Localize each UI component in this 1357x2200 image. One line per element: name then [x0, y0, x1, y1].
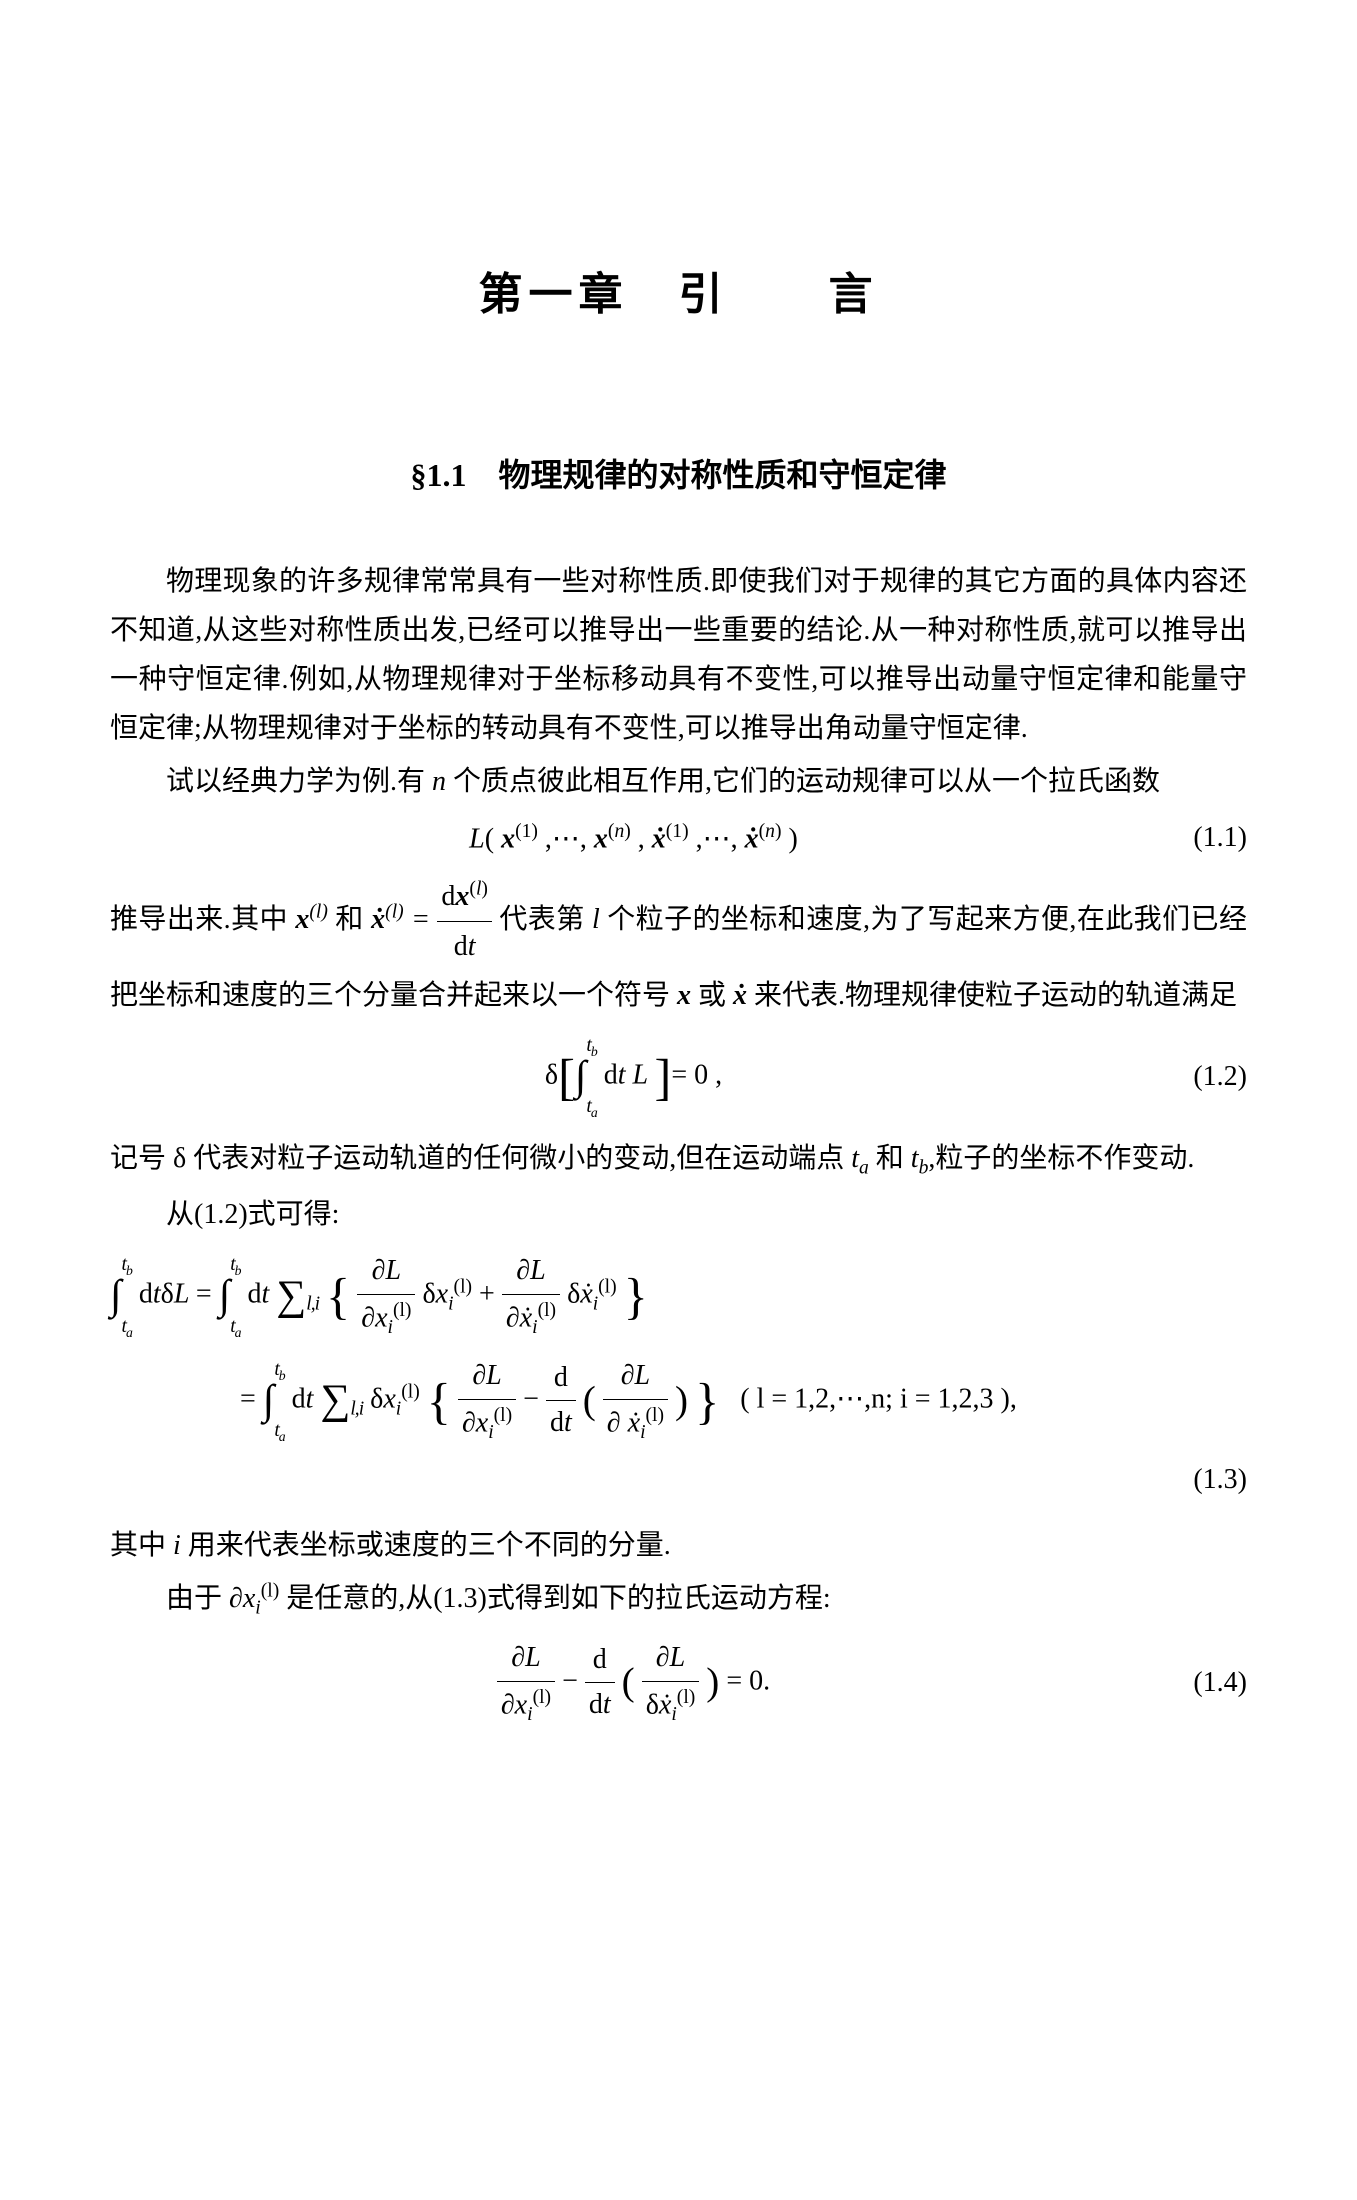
- text: 其中: [110, 1530, 173, 1561]
- math-frac: dx(l)dt: [437, 872, 492, 971]
- text: 和: [869, 1143, 911, 1174]
- equation-4: ∂L∂xi(l) − ddt ( ∂Lδẋi(l) ) = 0. (1.4): [110, 1636, 1247, 1730]
- equation-3: ∫tbta dtδL = ∫tbta dt ∑l,i { ∂L∂xi(l) δx…: [110, 1249, 1247, 1503]
- equation-2: δ[∫tbta dt L ]= 0 , (1.2): [110, 1030, 1247, 1125]
- text: 记号 δ 代表对粒子运动轨道的任何微小的变动,但在运动端点: [110, 1143, 851, 1174]
- text: 推导出来.其中: [110, 904, 295, 935]
- math-inline: x: [295, 904, 309, 935]
- text: 是任意的,从(1.3)式得到如下的拉氏运动方程:: [279, 1583, 830, 1614]
- paragraph-3: 推导出来.其中 x(l) 和 ẋ(l) = dx(l)dt 代表第 l 个粒子的…: [110, 872, 1247, 1020]
- text: 个质点彼此相互作用,它们的运动规律可以从一个拉氏函数: [446, 766, 1160, 797]
- equation-2-number: (1.2): [1157, 1055, 1247, 1100]
- math-inline: ∂xi(l): [229, 1583, 279, 1614]
- math-inline: (l): [385, 901, 404, 922]
- section-title: §1.1 物理规律的对称性质和守恒定律: [110, 450, 1247, 501]
- equation-3-number: (1.3): [1157, 1458, 1247, 1503]
- paragraph-1: 物理现象的许多规律常常具有一些对称性质.即使我们对于规律的其它方面的具体内容还不…: [110, 557, 1247, 753]
- math-inline: x: [677, 980, 691, 1011]
- text: 用来代表坐标或速度的三个不同的分量.: [181, 1530, 671, 1561]
- equation-4-number: (1.4): [1157, 1661, 1247, 1706]
- paragraph-5: 从(1.2)式可得:: [110, 1190, 1247, 1239]
- text: 试以经典力学为例.有: [166, 766, 432, 797]
- equation-3-line2: = ∫tbta dt ∑l,i δxi(l) { ∂L∂xi(l) − ddt …: [110, 1354, 1157, 1449]
- equation-3-line1: ∫tbta dtδL = ∫tbta dt ∑l,i { ∂L∂xi(l) δx…: [110, 1249, 1157, 1344]
- text: 和: [328, 904, 371, 935]
- equation-4-body: ∂L∂xi(l) − ddt ( ∂Lδẋi(l) ) = 0.: [110, 1636, 1157, 1730]
- equation-1: L( x(1) ,⋯, x(n) , ẋ(1) ,⋯, ẋ(n) ) (1.1): [110, 816, 1247, 862]
- math-inline: ẋ: [371, 904, 385, 935]
- math-inline: i: [173, 1530, 181, 1561]
- paragraph-4: 记号 δ 代表对粒子运动轨道的任何微小的变动,但在运动端点 ta 和 tb,粒子…: [110, 1134, 1247, 1186]
- chapter-title: 第一章 引 言: [110, 260, 1247, 330]
- math-inline: ta: [851, 1143, 869, 1174]
- text: 代表第: [492, 904, 592, 935]
- math-inline: l: [592, 904, 600, 935]
- math-inline: n: [432, 766, 446, 797]
- text: 由于: [166, 1583, 229, 1614]
- text: ,粒子的坐标不作变动.: [928, 1143, 1194, 1174]
- equation-3-condition: ( l = 1,2,⋯,n; i = 1,2,3 ),: [740, 1383, 1017, 1414]
- equation-1-number: (1.1): [1157, 816, 1247, 861]
- text: 或: [691, 980, 733, 1011]
- math-inline: =: [411, 904, 430, 935]
- text: 来代表.物理规律使粒子运动的轨道满足: [747, 980, 1237, 1011]
- equation-2-body: δ[∫tbta dt L ]= 0 ,: [110, 1030, 1157, 1125]
- math-inline: (l): [309, 901, 328, 922]
- paragraph-7: 由于 ∂xi(l) 是任意的,从(1.3)式得到如下的拉氏运动方程:: [110, 1574, 1247, 1626]
- paragraph-6: 其中 i 用来代表坐标或速度的三个不同的分量.: [110, 1521, 1247, 1570]
- math-inline: tb: [911, 1143, 929, 1174]
- equation-1-body: L( x(1) ,⋯, x(n) , ẋ(1) ,⋯, ẋ(n) ): [110, 816, 1157, 862]
- paragraph-2: 试以经典力学为例.有 n 个质点彼此相互作用,它们的运动规律可以从一个拉氏函数: [110, 757, 1247, 806]
- math-inline: ẋ: [733, 980, 747, 1011]
